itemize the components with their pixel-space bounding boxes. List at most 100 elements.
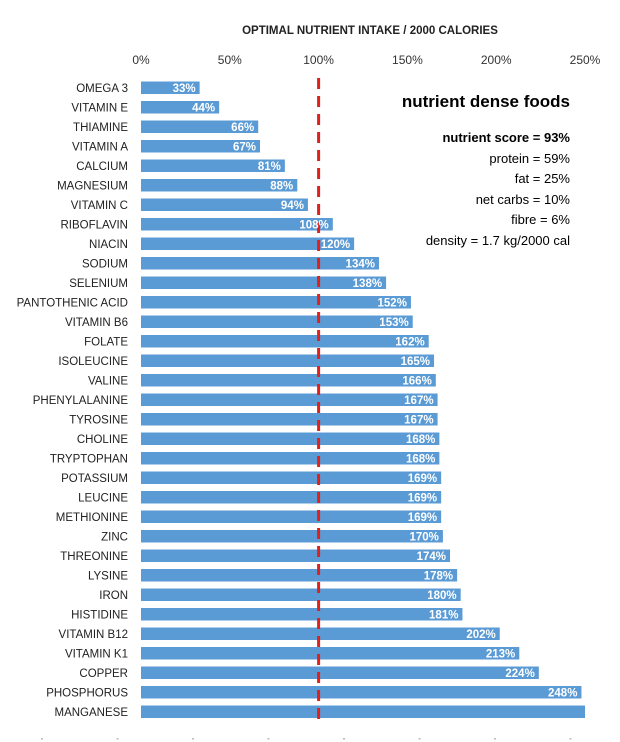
bar-riboflavin xyxy=(141,218,333,231)
category-label-pantothenic-acid: PANTOTHENIC ACID xyxy=(17,297,128,309)
category-label-manganese: MANGANESE xyxy=(55,707,129,719)
bottom-axis-marks xyxy=(41,738,572,740)
legend-fibre: fibre = 6% xyxy=(511,212,570,227)
chart-title: OPTIMAL NUTRIENT INTAKE / 2000 CALORIES xyxy=(242,25,498,37)
data-label-histidine: 181% xyxy=(429,609,458,621)
category-label-phosphorus: PHOSPHORUS xyxy=(46,687,128,699)
category-label-omega-3: OMEGA 3 xyxy=(76,83,128,95)
legend-title: nutrient dense foods xyxy=(401,92,570,111)
bottom-mark xyxy=(267,738,270,740)
data-label-choline: 168% xyxy=(406,434,435,446)
category-label-magnesium: MAGNESIUM xyxy=(57,180,128,192)
category-label-vitamin-b6: VITAMIN B6 xyxy=(65,317,128,329)
bar-omega-3 xyxy=(141,81,200,94)
category-label-vitamin-b12: VITAMIN B12 xyxy=(59,629,128,641)
data-label-vitamin-k1: 213% xyxy=(486,648,515,660)
bottom-mark xyxy=(41,738,43,740)
data-label-isoleucine: 165% xyxy=(401,356,430,368)
bar-methionine xyxy=(141,510,442,523)
category-label-selenium: SELENIUM xyxy=(69,278,128,290)
bottom-mark xyxy=(343,738,345,740)
bar-magnesium xyxy=(141,179,298,192)
category-label-lysine: LYSINE xyxy=(88,570,128,582)
data-label-calcium: 81% xyxy=(258,161,281,173)
bar-leucine xyxy=(141,491,442,504)
bar-pantothenic-acid xyxy=(141,296,411,309)
category-label-methionine: METHIONINE xyxy=(56,512,129,524)
data-label-tyrosine: 167% xyxy=(404,414,433,426)
bar-phenylalanine xyxy=(141,393,438,406)
bar-niacin xyxy=(141,237,355,250)
data-label-vitamin-c: 94% xyxy=(281,200,304,212)
bottom-mark xyxy=(116,738,119,740)
legend-fat: fat = 25% xyxy=(514,171,570,186)
bar-sodium xyxy=(141,257,379,270)
data-label-vitamin-a: 67% xyxy=(233,141,256,153)
category-label-thiamine: THIAMINE xyxy=(73,122,128,134)
category-label-vitamin-k1: VITAMIN K1 xyxy=(65,648,128,660)
x-tick-label: 200% xyxy=(481,53,512,67)
data-label-riboflavin: 108% xyxy=(299,219,328,231)
category-label-choline: CHOLINE xyxy=(77,434,128,446)
bar-vitamin-e xyxy=(141,101,220,114)
data-label-vitamin-e: 44% xyxy=(192,102,215,114)
bar-threonine xyxy=(141,549,451,562)
x-tick-label: 250% xyxy=(570,53,601,67)
bar-zinc xyxy=(141,530,443,543)
category-label-copper: COPPER xyxy=(79,668,128,680)
category-label-threonine: THREONINE xyxy=(60,551,128,563)
data-label-sodium: 134% xyxy=(346,258,375,270)
data-label-thiamine: 66% xyxy=(231,122,254,134)
bottom-mark xyxy=(569,738,572,740)
category-label-phenylalanine: PHENYLALANINE xyxy=(33,395,129,407)
bottom-mark xyxy=(418,738,421,740)
legend-nutrient-score: nutrient score = 93% xyxy=(442,130,570,145)
data-label-copper: 224% xyxy=(505,668,534,680)
bar-phosphorus xyxy=(141,686,582,699)
category-label-vitamin-e: VITAMIN E xyxy=(71,102,128,114)
category-label-isoleucine: ISOLEUCINE xyxy=(58,356,128,368)
bar-valine xyxy=(141,374,436,387)
bar-vitamin-a xyxy=(141,140,260,153)
category-label-vitamin-a: VITAMIN A xyxy=(72,141,128,153)
data-label-folate: 162% xyxy=(395,336,424,348)
bottom-mark xyxy=(494,738,496,740)
category-label-zinc: ZINC xyxy=(101,531,128,543)
bar-tyrosine xyxy=(141,413,438,426)
x-axis-ticks: 0% 50% 100% 150% 200% 250% xyxy=(132,53,600,67)
bar-manganese xyxy=(141,705,585,718)
data-label-phosphorus: 248% xyxy=(548,687,577,699)
legend-net-carbs: net carbs = 10% xyxy=(475,191,570,207)
category-label-tryptophan: TRYPTOPHAN xyxy=(50,453,128,465)
category-label-valine: VALINE xyxy=(88,375,128,387)
data-label-lysine: 178% xyxy=(424,570,453,582)
x-tick-label: 150% xyxy=(392,53,423,67)
bar-copper xyxy=(141,666,539,679)
data-label-niacin: 120% xyxy=(321,239,350,251)
bar-iron xyxy=(141,588,461,601)
bar-choline xyxy=(141,432,440,445)
category-labels: OMEGA 3 VITAMIN E THIAMINE VITAMIN A CALCIUM… xyxy=(17,83,129,719)
x-tick-label: 0% xyxy=(132,53,150,67)
bar-vitamin-k1 xyxy=(141,647,520,660)
data-label-threonine: 174% xyxy=(417,551,446,563)
bar-selenium xyxy=(141,276,387,289)
data-label-selenium: 138% xyxy=(353,278,382,290)
category-label-calcium: CALCIUM xyxy=(76,161,128,173)
data-label-potassium: 169% xyxy=(408,473,437,485)
category-label-sodium: SODIUM xyxy=(82,258,128,270)
category-label-tyrosine: TYROSINE xyxy=(69,414,128,426)
data-label-omega-3: 33% xyxy=(173,83,196,95)
category-label-potassium: POTASSIUM xyxy=(61,473,128,485)
legend-box: nutrient dense foods nutrient score = 93… xyxy=(402,92,570,251)
data-label-tryptophan: 168% xyxy=(406,453,435,465)
data-label-zinc: 170% xyxy=(409,531,438,543)
legend-protein: protein = 59% xyxy=(489,150,570,166)
bar-tryptophan xyxy=(141,452,440,465)
data-label-magnesium: 88% xyxy=(270,180,293,192)
category-label-leucine: LEUCINE xyxy=(78,492,128,504)
bar-vitamin-b12 xyxy=(141,627,500,640)
bar-vitamin-c xyxy=(141,198,308,211)
category-label-histidine: HISTIDINE xyxy=(71,609,128,621)
